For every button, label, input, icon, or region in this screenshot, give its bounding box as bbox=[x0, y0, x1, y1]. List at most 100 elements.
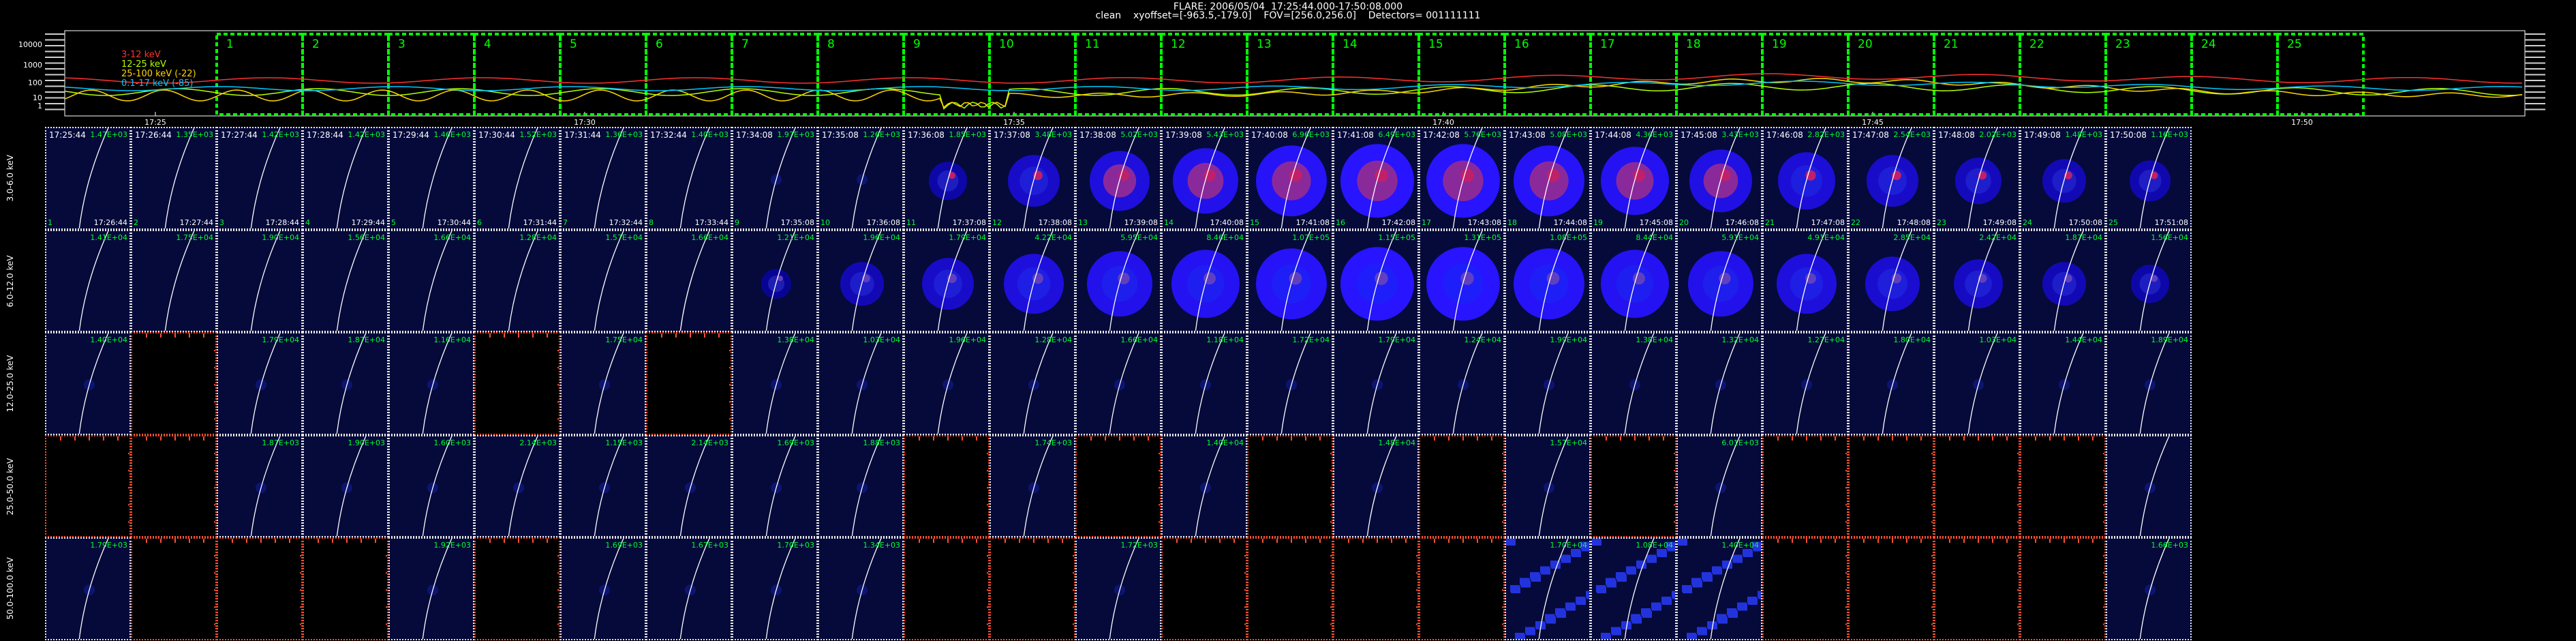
image-cell[interactable]: 1.96E+04 bbox=[904, 332, 990, 435]
image-cell[interactable]: 17:42:08 17:43:08 17 5.76E+03 bbox=[1419, 127, 1505, 230]
image-cell[interactable]: 17:49:08 17:50:08 24 1.48E+03 bbox=[2020, 127, 2106, 230]
image-cell-empty[interactable] bbox=[1075, 434, 1161, 537]
image-cell[interactable]: 1.72E+03 bbox=[1075, 537, 1161, 640]
image-cell[interactable]: 1.70E+04 bbox=[1505, 537, 1591, 640]
image-cell[interactable]: 1.99E+04 bbox=[1505, 332, 1591, 435]
image-cell[interactable]: 17:38:08 17:39:08 13 5.02E+03 bbox=[1075, 127, 1161, 230]
image-cell[interactable]: 17:31:44 17:32:44 7 1.36E+03 bbox=[560, 127, 646, 230]
image-cell-empty[interactable] bbox=[1247, 537, 1333, 640]
image-cell[interactable]: 8.46E+04 bbox=[1161, 229, 1247, 332]
image-cell[interactable]: 17:32:44 17:33:44 8 1.40E+03 bbox=[646, 127, 732, 230]
image-cell-empty[interactable] bbox=[1591, 434, 1676, 537]
image-cell[interactable]: 17:44:08 17:45:08 19 4.36E+03 bbox=[1591, 127, 1676, 230]
image-cell[interactable]: 17:28:44 17:29:44 4 1.42E+03 bbox=[303, 127, 388, 230]
image-cell[interactable]: 1.89E+04 bbox=[2106, 332, 2192, 435]
image-cell-empty[interactable] bbox=[1419, 434, 1505, 537]
image-cell[interactable]: 1.70E+03 bbox=[732, 537, 818, 640]
image-cell[interactable]: 1.90E+03 bbox=[303, 434, 388, 537]
image-cell-empty[interactable] bbox=[131, 332, 217, 435]
image-cell-empty[interactable] bbox=[1934, 434, 2020, 537]
image-cell[interactable]: 1.40E+04 bbox=[1161, 434, 1247, 537]
image-cell-empty[interactable] bbox=[474, 537, 560, 640]
image-cell[interactable]: 1.96E+04 bbox=[818, 229, 904, 332]
image-cell[interactable]: 1.18E+04 bbox=[1161, 332, 1247, 435]
image-cell[interactable]: 17:47:08 17:48:08 22 2.54E+03 bbox=[1848, 127, 1934, 230]
image-cell[interactable]: 1.28E+04 bbox=[474, 229, 560, 332]
image-cell-empty[interactable] bbox=[1161, 537, 1247, 640]
image-cell[interactable]: 1.44E+04 bbox=[2020, 332, 2106, 435]
image-cell[interactable]: 6.01E+03 bbox=[1676, 434, 1762, 537]
image-cell[interactable]: 17:50:08 17:51:08 25 1.16E+03 bbox=[2106, 127, 2192, 230]
image-cell[interactable]: 1.15E+05 bbox=[1333, 229, 1419, 332]
image-cell[interactable]: 17:40:08 17:41:08 15 6.96E+03 bbox=[1247, 127, 1333, 230]
image-cell[interactable]: 1.66E+04 bbox=[1075, 332, 1161, 435]
image-cell[interactable]: 17:48:08 17:49:08 23 2.02E+03 bbox=[1934, 127, 2020, 230]
image-cell[interactable]: 1.40E+04 bbox=[45, 332, 131, 435]
image-cell[interactable]: 2.42E+04 bbox=[1934, 229, 2020, 332]
image-cell[interactable]: 1.79E+04 bbox=[1333, 332, 1419, 435]
image-cell[interactable]: 1.87E+04 bbox=[303, 332, 388, 435]
image-cell[interactable]: 17:37:08 17:38:08 12 3.48E+03 bbox=[990, 127, 1075, 230]
image-cell[interactable]: 1.74E+03 bbox=[990, 434, 1075, 537]
image-cell[interactable]: 1.69E+03 bbox=[732, 434, 818, 537]
image-cell[interactable]: 17:30:44 17:31:44 6 1.52E+03 bbox=[474, 127, 560, 230]
image-cell[interactable]: 1.41E+04 bbox=[45, 229, 131, 332]
image-cell-empty[interactable] bbox=[1333, 537, 1419, 640]
image-cell[interactable]: 1.28E+04 bbox=[990, 332, 1075, 435]
image-cell[interactable]: 1.31E+05 bbox=[1419, 229, 1505, 332]
image-cell[interactable]: 4.91E+04 bbox=[1762, 229, 1848, 332]
image-cell[interactable]: 1.75E+04 bbox=[560, 332, 646, 435]
image-cell[interactable]: 1.79E+04 bbox=[904, 229, 990, 332]
image-cell[interactable]: 1.80E+04 bbox=[1848, 332, 1934, 435]
image-cell-empty[interactable] bbox=[904, 434, 990, 537]
image-cell[interactable]: 1.32E+04 bbox=[1676, 332, 1762, 435]
image-cell[interactable]: 1.16E+04 bbox=[388, 332, 474, 435]
image-cell[interactable]: 1.48E+04 bbox=[1333, 434, 1419, 537]
image-cell-empty[interactable] bbox=[1848, 434, 1934, 537]
image-cell-empty[interactable] bbox=[1848, 537, 1934, 640]
image-cell[interactable]: 1.79E+04 bbox=[217, 332, 303, 435]
image-cell[interactable]: 17:25:44 17:26:44 1 1.47E+03 bbox=[45, 127, 131, 230]
image-cell[interactable]: 2.14E+03 bbox=[646, 434, 732, 537]
image-cell[interactable]: 17:45:08 17:46:08 20 3.43E+03 bbox=[1676, 127, 1762, 230]
image-cell[interactable]: 1.90E+04 bbox=[217, 229, 303, 332]
image-cell[interactable]: 1.40E+04 bbox=[1676, 537, 1762, 640]
image-cell[interactable]: 1.66E+04 bbox=[388, 229, 474, 332]
image-cell[interactable]: 5.91E+04 bbox=[1676, 229, 1762, 332]
image-cell[interactable]: 1.57E+04 bbox=[560, 229, 646, 332]
image-cell[interactable]: 1.15E+03 bbox=[560, 434, 646, 537]
image-cell-empty[interactable] bbox=[1762, 434, 1848, 537]
image-cell[interactable]: 1.03E+04 bbox=[1934, 332, 2020, 435]
image-cell-empty[interactable] bbox=[646, 332, 732, 435]
image-cell[interactable]: 1.60E+03 bbox=[388, 434, 474, 537]
image-cell[interactable]: 1.67E+03 bbox=[646, 537, 732, 640]
image-cell[interactable]: 1.38E+04 bbox=[732, 332, 818, 435]
image-cell[interactable]: 1.34E+03 bbox=[818, 537, 904, 640]
image-cell[interactable]: 17:41:08 17:42:08 16 6.49E+03 bbox=[1333, 127, 1419, 230]
image-cell[interactable]: 1.72E+04 bbox=[1247, 332, 1333, 435]
image-cell[interactable]: 17:34:08 17:35:08 9 1.97E+03 bbox=[732, 127, 818, 230]
image-cell[interactable]: 17:35:08 17:36:08 10 1.26E+03 bbox=[818, 127, 904, 230]
image-cell[interactable]: 1.88E+03 bbox=[818, 434, 904, 537]
image-cell[interactable]: 1.66E+04 bbox=[646, 229, 732, 332]
image-cell[interactable]: 1.08E+04 bbox=[1591, 537, 1676, 640]
image-cell-empty[interactable] bbox=[2020, 434, 2106, 537]
image-cell-empty[interactable] bbox=[131, 434, 217, 537]
image-cell-empty[interactable] bbox=[1934, 537, 2020, 640]
image-cell[interactable]: 1.92E+03 bbox=[388, 537, 474, 640]
image-cell-empty[interactable] bbox=[45, 434, 131, 537]
image-cell-empty[interactable] bbox=[2020, 537, 2106, 640]
image-cell[interactable]: 17:26:44 17:27:44 2 1.35E+03 bbox=[131, 127, 217, 230]
image-cell[interactable]: 2.14E+03 bbox=[474, 434, 560, 537]
image-cell-empty[interactable] bbox=[904, 537, 990, 640]
image-cell[interactable]: 4.22E+04 bbox=[990, 229, 1075, 332]
image-cell[interactable]: 1.38E+04 bbox=[1591, 332, 1676, 435]
image-cell[interactable]: 17:29:44 17:30:44 5 1.46E+03 bbox=[388, 127, 474, 230]
image-cell[interactable]: 1.75E+04 bbox=[131, 229, 217, 332]
image-cell[interactable]: 1.69E+03 bbox=[560, 537, 646, 640]
image-cell-empty[interactable] bbox=[1762, 537, 1848, 640]
image-cell[interactable]: 2.85E+04 bbox=[1848, 229, 1934, 332]
image-cell[interactable]: 1.56E+04 bbox=[303, 229, 388, 332]
image-cell[interactable]: 17:39:08 17:40:08 14 5.43E+03 bbox=[1161, 127, 1247, 230]
image-cell-empty[interactable] bbox=[474, 332, 560, 435]
